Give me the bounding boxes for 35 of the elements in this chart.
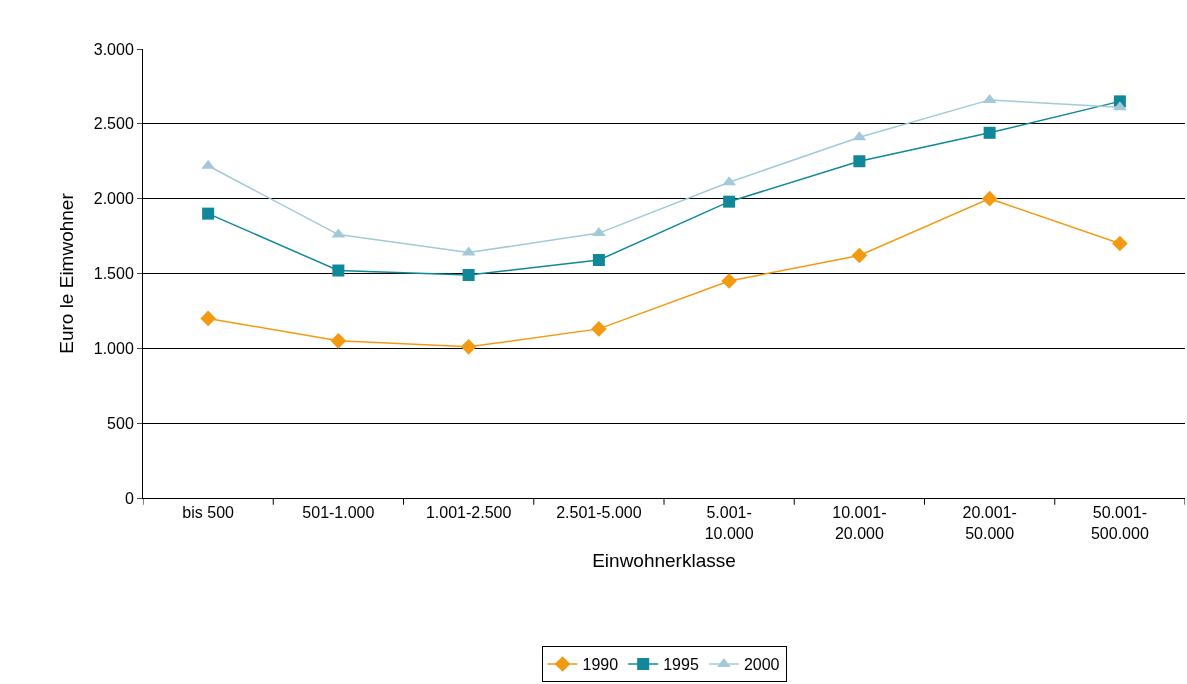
x-tick-label: 1.001-2.500: [425, 504, 512, 522]
x-tick-label: 10.001-20.000: [832, 504, 887, 542]
point: [202, 207, 215, 220]
y-tick-label: 1.500: [93, 265, 134, 283]
point: [591, 321, 607, 337]
x-tick-label: bis 500: [182, 504, 235, 522]
legend-label: 1995: [663, 656, 699, 674]
y-axis-title: Euro le Eimwohner: [55, 192, 77, 354]
y-tick-label: 3.000: [93, 40, 134, 58]
x-tick-label: 20.001-50.000: [962, 504, 1017, 542]
legend-label: 1990: [582, 656, 619, 674]
x-tick-label: 5.001-10.000: [704, 504, 754, 542]
point: [200, 310, 216, 327]
point: [983, 126, 996, 139]
x-tick-label: 50.001-500.000: [1090, 504, 1149, 542]
point: [853, 155, 866, 168]
point: [981, 190, 998, 207]
legend-label: 2000: [743, 656, 780, 674]
point: [592, 254, 605, 267]
x-tick-label: 501-1.000: [302, 504, 375, 522]
point: [332, 264, 345, 277]
point: [462, 269, 475, 281]
y-tick-label: 2.000: [93, 190, 134, 208]
x-tick-label: 2.501-5.000: [556, 504, 642, 522]
y-tick-label: 0: [124, 489, 134, 507]
y-tick-label: 2.500: [93, 115, 134, 133]
y-tick-label: 500: [107, 414, 134, 432]
point: [460, 339, 477, 355]
point: [851, 247, 868, 264]
y-tick-label: 1.000: [93, 339, 134, 357]
point: [721, 273, 737, 289]
point: [723, 195, 736, 208]
point: [330, 333, 347, 349]
x-axis-title: Einwohnerklasse: [592, 549, 736, 571]
point: [1112, 235, 1128, 252]
